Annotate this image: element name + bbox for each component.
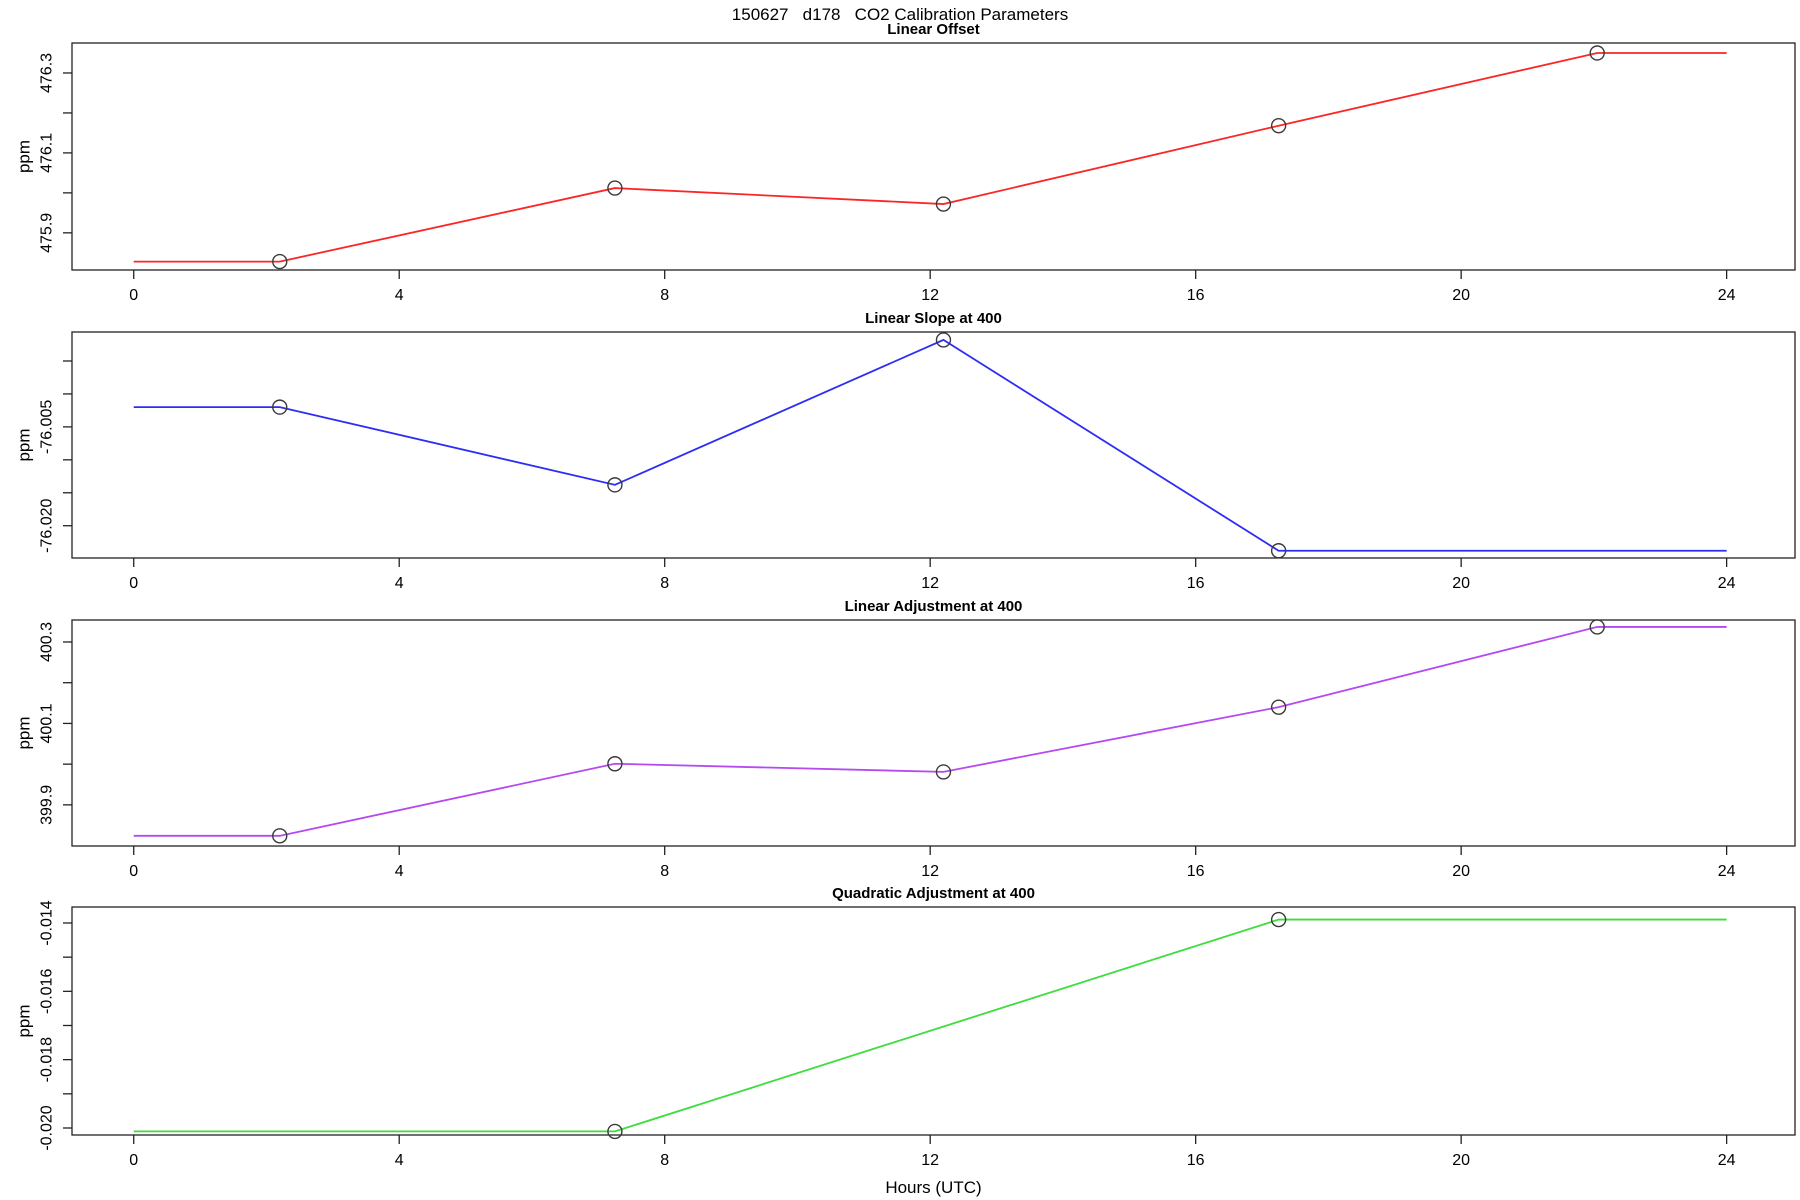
data-point-marker xyxy=(607,180,623,196)
series-line xyxy=(133,626,1727,837)
x-tick-label: 8 xyxy=(660,1152,669,1169)
y-axis-title: ppm xyxy=(15,716,34,749)
y-tick-label: 399.9 xyxy=(39,785,56,825)
x-tick-label: 20 xyxy=(1452,287,1470,304)
data-point-marker xyxy=(272,253,288,270)
x-tick-label: 0 xyxy=(129,1152,138,1169)
series-line xyxy=(133,52,1727,263)
data-point-marker xyxy=(607,477,623,493)
x-tick-label: 4 xyxy=(395,287,404,304)
data-point-marker xyxy=(935,332,952,348)
data-point-marker xyxy=(935,764,952,780)
panel-title-linear-slope: Linear Slope at 400 xyxy=(865,310,1002,327)
x-tick-label: 20 xyxy=(1452,575,1470,592)
plot-main-title: 150627 d178 CO2 Calibration Parameters xyxy=(731,5,1069,24)
y-axis-title: ppm xyxy=(15,1004,34,1037)
x-tick-label: 20 xyxy=(1452,1152,1470,1169)
x-tick-label: 0 xyxy=(129,287,138,304)
data-point-marker xyxy=(1270,699,1287,715)
panel-box xyxy=(71,619,1796,847)
panel-box xyxy=(71,331,1796,559)
x-tick-label: 8 xyxy=(660,863,669,880)
y-tick-label: -0.020 xyxy=(39,1105,56,1150)
y-tick-label: 475.9 xyxy=(39,213,56,253)
x-tick-label: 12 xyxy=(921,1152,939,1169)
x-tick-label: 4 xyxy=(395,863,404,880)
series-line xyxy=(133,338,1727,552)
data-point-marker xyxy=(607,756,623,772)
panel-title-quadratic-adjustment: Quadratic Adjustment at 400 xyxy=(832,885,1035,902)
data-point-marker xyxy=(935,196,952,212)
x-tick-label: 4 xyxy=(395,575,404,592)
data-point-marker xyxy=(272,399,288,415)
y-tick-label: 476.1 xyxy=(39,133,56,173)
x-tick-label: 8 xyxy=(660,287,669,304)
x-tick-label: 24 xyxy=(1718,1152,1736,1169)
x-tick-label: 12 xyxy=(921,287,939,304)
y-tick-label: 476.3 xyxy=(39,53,56,93)
data-point-marker xyxy=(1589,45,1605,61)
data-point-marker xyxy=(1270,118,1287,134)
series-line xyxy=(133,918,1727,1133)
x-tick-label: 0 xyxy=(129,575,138,592)
y-axis-title: ppm xyxy=(15,140,34,173)
data-point-marker xyxy=(1589,619,1605,635)
y-tick-label: -0.018 xyxy=(39,1037,56,1082)
x-tick-label: 16 xyxy=(1187,1152,1205,1169)
y-tick-label: -76.020 xyxy=(39,498,56,552)
data-point-marker xyxy=(272,828,288,844)
y-axis-title: ppm xyxy=(15,428,34,461)
panel-box xyxy=(71,906,1796,1136)
x-tick-label: 0 xyxy=(129,863,138,880)
panel-title-linear-offset: Linear Offset xyxy=(887,21,980,38)
data-point-marker xyxy=(607,1123,623,1140)
x-tick-label: 16 xyxy=(1187,575,1205,592)
panel-title-linear-adjustment: Linear Adjustment at 400 xyxy=(844,598,1023,615)
x-tick-label: 24 xyxy=(1718,575,1736,592)
x-tick-label: 16 xyxy=(1187,287,1205,304)
data-point-marker xyxy=(1270,911,1287,928)
x-tick-label: 8 xyxy=(660,575,669,592)
y-tick-label: -76.005 xyxy=(39,400,56,454)
x-tick-label: 24 xyxy=(1718,863,1736,880)
x-tick-label: 12 xyxy=(921,575,939,592)
data-point-marker xyxy=(1270,543,1287,559)
x-axis-label: Hours (UTC) xyxy=(885,1178,982,1197)
panel-box xyxy=(71,42,1796,271)
y-tick-label: -0.016 xyxy=(39,969,56,1014)
x-tick-label: 12 xyxy=(921,863,939,880)
x-tick-label: 4 xyxy=(395,1152,404,1169)
y-tick-label: 400.1 xyxy=(39,703,56,743)
x-tick-label: 24 xyxy=(1718,287,1736,304)
y-tick-label: 400.3 xyxy=(39,622,56,662)
x-tick-label: 16 xyxy=(1187,863,1205,880)
y-tick-label: -0.014 xyxy=(39,900,56,945)
x-tick-label: 20 xyxy=(1452,863,1470,880)
